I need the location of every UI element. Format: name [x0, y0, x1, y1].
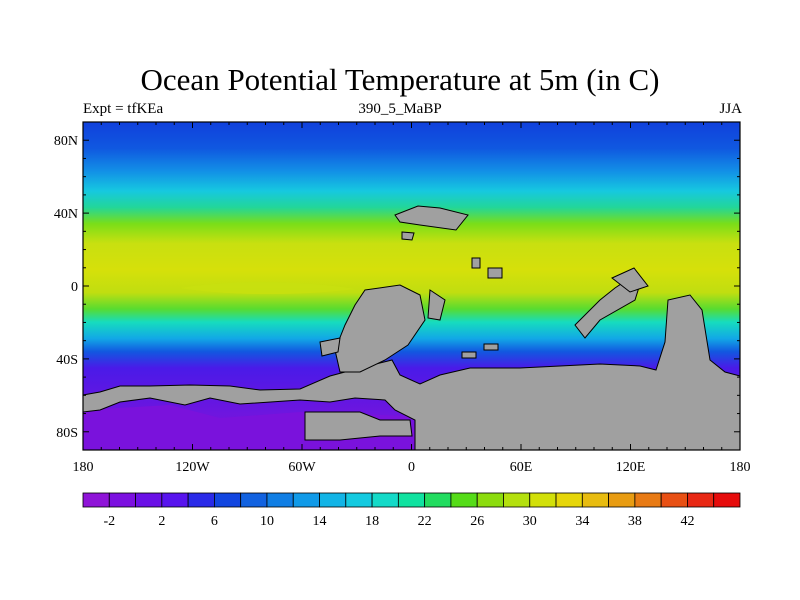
lat-tick-label: 40N — [54, 207, 78, 222]
colorbar-swatch — [161, 492, 189, 508]
colorbar-swatch — [581, 492, 610, 508]
lon-tick-label: 180 — [730, 460, 751, 475]
lon-tick-label: 120E — [616, 460, 646, 475]
lon-tick-label: 60W — [288, 460, 316, 475]
experiment-label: Expt = tfKEa — [83, 101, 164, 117]
longitude-labels: 180 120W 60W 0 60E 120E 180 — [73, 460, 751, 475]
antarctica — [82, 294, 741, 451]
frame-ticks — [82, 121, 741, 451]
colorbar-tick-label: 6 — [211, 514, 218, 529]
colorbar — [82, 492, 741, 508]
colorbar-swatch — [108, 492, 136, 508]
colorbar-tick-label: 22 — [418, 514, 432, 529]
colorbar-swatch — [319, 492, 347, 508]
colorbar-swatch — [634, 492, 662, 508]
colorbar-swatch — [82, 492, 110, 508]
lat-tick-label: 40S — [56, 353, 78, 368]
colorbar-tick-label: 14 — [313, 514, 327, 529]
colorbar-swatch — [345, 492, 373, 508]
lon-tick-label: 60E — [510, 460, 533, 475]
colorbar-swatch — [555, 492, 583, 508]
colorbar-tick-label: 2 — [158, 514, 165, 529]
run-label: 390_5_MaBP — [358, 101, 442, 117]
colorbar-tick-label: 30 — [523, 514, 537, 529]
island-c — [487, 267, 503, 279]
colorbar-labels: -2 2 6 10 14 18 22 26 30 34 38 42 — [103, 514, 694, 529]
colorbar-swatch — [135, 492, 163, 508]
colorbar-swatch — [608, 492, 636, 508]
eurasia-fragment — [394, 205, 469, 231]
island-e — [461, 351, 477, 359]
colorbar-swatch — [266, 492, 294, 508]
island-d — [319, 337, 341, 357]
colorbar-swatch — [292, 492, 320, 508]
colorbar-swatch — [713, 492, 741, 508]
colorbar-swatch — [397, 492, 426, 508]
antarctic-peninsula-shelf — [304, 411, 413, 441]
equatorial-cold-tongue — [180, 282, 355, 295]
colorbar-tick-label: 26 — [470, 514, 484, 529]
map-title: Ocean Potential Temperature at 5m (in C) — [140, 62, 660, 97]
africa — [334, 284, 426, 373]
colorbar-tick-label: 34 — [575, 514, 589, 529]
colorbar-swatch — [529, 492, 557, 508]
lat-tick-label: 80S — [56, 426, 78, 441]
madagascar — [427, 289, 446, 321]
lat-tick-label: 0 — [71, 280, 78, 295]
colorbar-swatch — [660, 492, 688, 508]
latitude-labels: 80N 40N 0 40S 80S — [54, 134, 78, 441]
island-b — [471, 257, 481, 269]
colorbar-tick-label: -2 — [103, 514, 115, 529]
land-masses — [82, 205, 741, 451]
island-a — [401, 231, 415, 241]
colorbar-tick-label: 42 — [680, 514, 694, 529]
lat-tick-label: 80N — [54, 134, 78, 149]
colorbar-swatch — [371, 492, 399, 508]
colorbar-swatch — [187, 492, 215, 508]
colorbar-tick-label: 10 — [260, 514, 274, 529]
colorbar-tick-label: 38 — [628, 514, 642, 529]
colorbar-swatch — [450, 492, 478, 508]
island-f — [483, 343, 499, 351]
colorbar-swatch — [503, 492, 531, 508]
colorbar-swatch — [213, 492, 242, 508]
lon-tick-label: 120W — [175, 460, 210, 475]
season-label: JJA — [719, 101, 742, 117]
indochina — [611, 267, 649, 293]
colorbar-swatch — [424, 492, 452, 508]
colorbar-swatch — [240, 492, 268, 508]
colorbar-swatch — [687, 492, 715, 508]
map-panel: 80N 40N 0 40S 80S 180 120W 60W 0 60E 120E 180 — [54, 121, 751, 475]
colorbar-swatch — [476, 492, 504, 508]
lon-tick-label: 0 — [408, 460, 415, 475]
lon-tick-label: 180 — [73, 460, 94, 475]
colorbar-tick-label: 18 — [365, 514, 379, 529]
